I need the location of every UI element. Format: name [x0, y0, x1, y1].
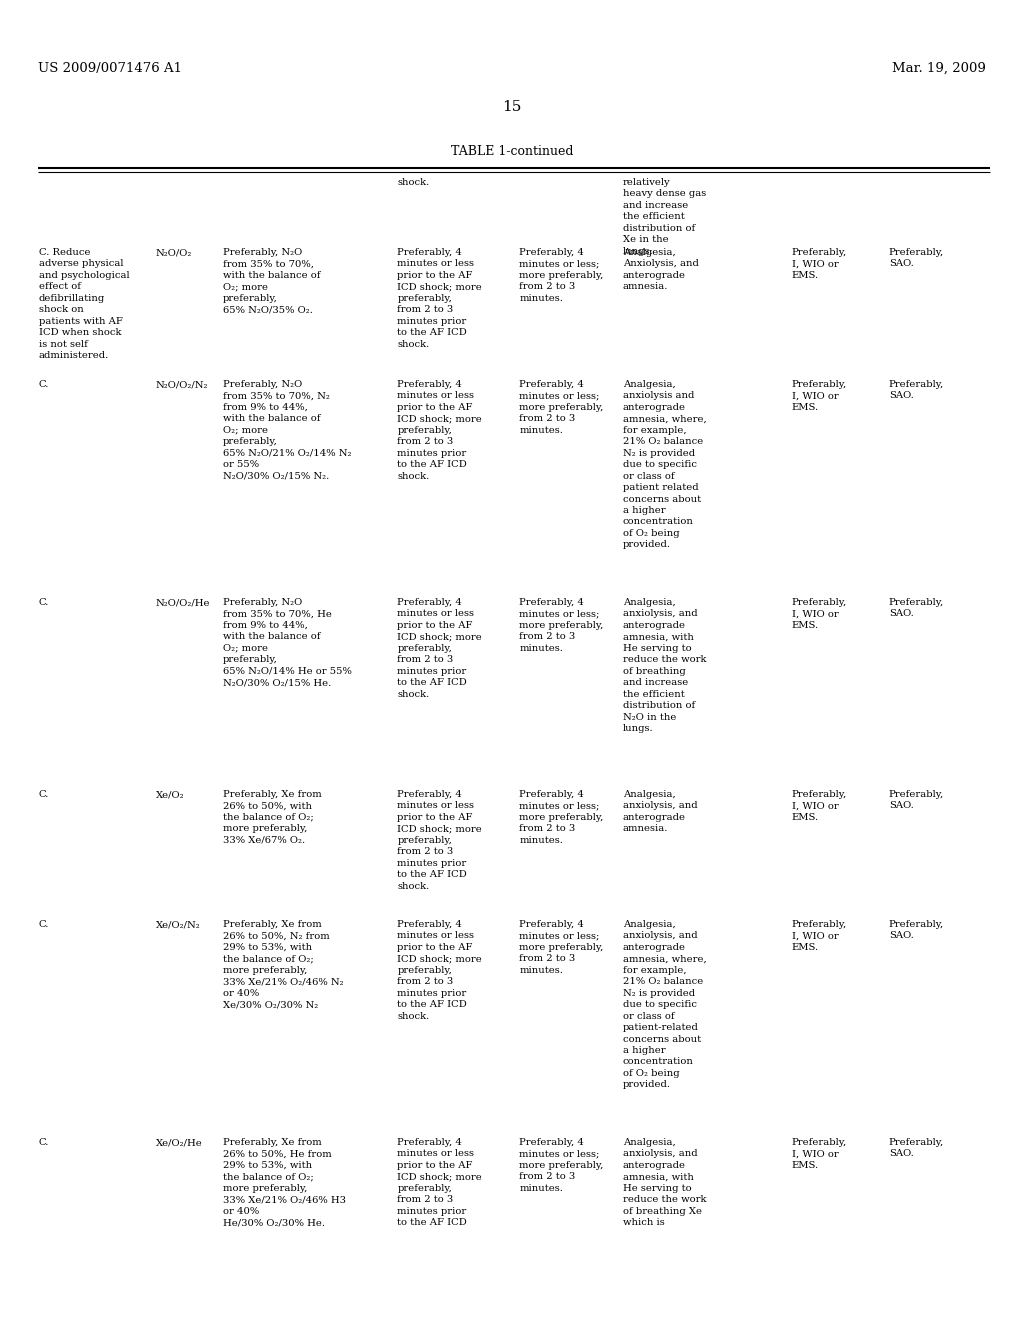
Text: Analgesia,
anxiolysis, and
anterograde
amnesia, where,
for example,
21% O₂ balan: Analgesia, anxiolysis, and anterograde a… [623, 920, 707, 1089]
Text: C.: C. [39, 598, 49, 607]
Text: Preferably, 4
minutes or less
prior to the AF
ICD shock; more
preferably,
from 2: Preferably, 4 minutes or less prior to t… [397, 248, 482, 348]
Text: Analgesia,
anxiolysis, and
anterograde
amnesia, with
He serving to
reduce the wo: Analgesia, anxiolysis, and anterograde a… [623, 598, 707, 733]
Text: shock.: shock. [397, 178, 429, 187]
Text: 15: 15 [503, 100, 521, 114]
Text: Xe/O₂/He: Xe/O₂/He [156, 1138, 203, 1147]
Text: US 2009/0071476 A1: US 2009/0071476 A1 [38, 62, 182, 75]
Text: N₂O/O₂/He: N₂O/O₂/He [156, 598, 210, 607]
Text: Preferably,
I, WIO or
EMS.: Preferably, I, WIO or EMS. [792, 1138, 847, 1170]
Text: Preferably, 4
minutes or less;
more preferably,
from 2 to 3
minutes.: Preferably, 4 minutes or less; more pref… [519, 789, 603, 845]
Text: Preferably,
I, WIO or
EMS.: Preferably, I, WIO or EMS. [792, 248, 847, 280]
Text: Xe/O₂/N₂: Xe/O₂/N₂ [156, 920, 201, 929]
Text: C.: C. [39, 1138, 49, 1147]
Text: Preferably, N₂O
from 35% to 70%,
with the balance of
O₂; more
preferably,
65% N₂: Preferably, N₂O from 35% to 70%, with th… [223, 248, 321, 314]
Text: TABLE 1-continued: TABLE 1-continued [451, 145, 573, 158]
Text: C.: C. [39, 789, 49, 799]
Text: C. Reduce
adverse physical
and psychological
effect of
defibrillating
shock on
p: C. Reduce adverse physical and psycholog… [39, 248, 130, 360]
Text: Preferably, 4
minutes or less
prior to the AF
ICD shock; more
preferably,
from 2: Preferably, 4 minutes or less prior to t… [397, 789, 482, 891]
Text: Preferably, 4
minutes or less;
more preferably,
from 2 to 3
minutes.: Preferably, 4 minutes or less; more pref… [519, 1138, 603, 1193]
Text: Mar. 19, 2009: Mar. 19, 2009 [892, 62, 986, 75]
Text: Analgesia,
anxiolysis and
anterograde
amnesia, where,
for example,
21% O₂ balanc: Analgesia, anxiolysis and anterograde am… [623, 380, 707, 549]
Text: Preferably,
I, WIO or
EMS.: Preferably, I, WIO or EMS. [792, 380, 847, 412]
Text: Preferably, 4
minutes or less
prior to the AF
ICD shock; more
preferably,
from 2: Preferably, 4 minutes or less prior to t… [397, 380, 482, 480]
Text: Xe/O₂: Xe/O₂ [156, 789, 184, 799]
Text: Preferably, 4
minutes or less;
more preferably,
from 2 to 3
minutes.: Preferably, 4 minutes or less; more pref… [519, 920, 603, 974]
Text: Analgesia,
anxiolysis, and
anterograde
amnesia, with
He serving to
reduce the wo: Analgesia, anxiolysis, and anterograde a… [623, 1138, 707, 1228]
Text: C.: C. [39, 920, 49, 929]
Text: Preferably,
SAO.: Preferably, SAO. [889, 789, 944, 810]
Text: relatively
heavy dense gas
and increase
the efficient
distribution of
Xe in the
: relatively heavy dense gas and increase … [623, 178, 706, 256]
Text: Preferably, N₂O
from 35% to 70%, N₂
from 9% to 44%,
with the balance of
O₂; more: Preferably, N₂O from 35% to 70%, N₂ from… [223, 380, 351, 480]
Text: Preferably, 4
minutes or less;
more preferably,
from 2 to 3
minutes.: Preferably, 4 minutes or less; more pref… [519, 598, 603, 653]
Text: Preferably, 4
minutes or less
prior to the AF
ICD shock; more
preferably,
from 2: Preferably, 4 minutes or less prior to t… [397, 598, 482, 698]
Text: Analgesia,
Anxiolysis, and
anterograde
amnesia.: Analgesia, Anxiolysis, and anterograde a… [623, 248, 698, 292]
Text: Preferably, N₂O
from 35% to 70%, He
from 9% to 44%,
with the balance of
O₂; more: Preferably, N₂O from 35% to 70%, He from… [223, 598, 352, 688]
Text: Preferably, 4
minutes or less
prior to the AF
ICD shock; more
preferably,
from 2: Preferably, 4 minutes or less prior to t… [397, 920, 482, 1020]
Text: N₂O/O₂: N₂O/O₂ [156, 248, 193, 257]
Text: Preferably, 4
minutes or less
prior to the AF
ICD shock; more
preferably,
from 2: Preferably, 4 minutes or less prior to t… [397, 1138, 482, 1228]
Text: N₂O/O₂/N₂: N₂O/O₂/N₂ [156, 380, 208, 389]
Text: Preferably, 4
minutes or less;
more preferably,
from 2 to 3
minutes.: Preferably, 4 minutes or less; more pref… [519, 380, 603, 434]
Text: Preferably,
SAO.: Preferably, SAO. [889, 598, 944, 619]
Text: Preferably,
I, WIO or
EMS.: Preferably, I, WIO or EMS. [792, 598, 847, 630]
Text: C.: C. [39, 380, 49, 389]
Text: Preferably, Xe from
26% to 50%, N₂ from
29% to 53%, with
the balance of O₂;
more: Preferably, Xe from 26% to 50%, N₂ from … [223, 920, 344, 1010]
Text: Analgesia,
anxiolysis, and
anterograde
amnesia.: Analgesia, anxiolysis, and anterograde a… [623, 789, 697, 833]
Text: Preferably, Xe from
26% to 50%, with
the balance of O₂;
more preferably,
33% Xe/: Preferably, Xe from 26% to 50%, with the… [223, 789, 322, 845]
Text: Preferably, 4
minutes or less;
more preferably,
from 2 to 3
minutes.: Preferably, 4 minutes or less; more pref… [519, 248, 603, 302]
Text: Preferably,
SAO.: Preferably, SAO. [889, 248, 944, 268]
Text: Preferably,
SAO.: Preferably, SAO. [889, 380, 944, 400]
Text: Preferably,
SAO.: Preferably, SAO. [889, 1138, 944, 1159]
Text: Preferably,
I, WIO or
EMS.: Preferably, I, WIO or EMS. [792, 789, 847, 822]
Text: Preferably,
SAO.: Preferably, SAO. [889, 920, 944, 940]
Text: Preferably,
I, WIO or
EMS.: Preferably, I, WIO or EMS. [792, 920, 847, 952]
Text: Preferably, Xe from
26% to 50%, He from
29% to 53%, with
the balance of O₂;
more: Preferably, Xe from 26% to 50%, He from … [223, 1138, 346, 1228]
